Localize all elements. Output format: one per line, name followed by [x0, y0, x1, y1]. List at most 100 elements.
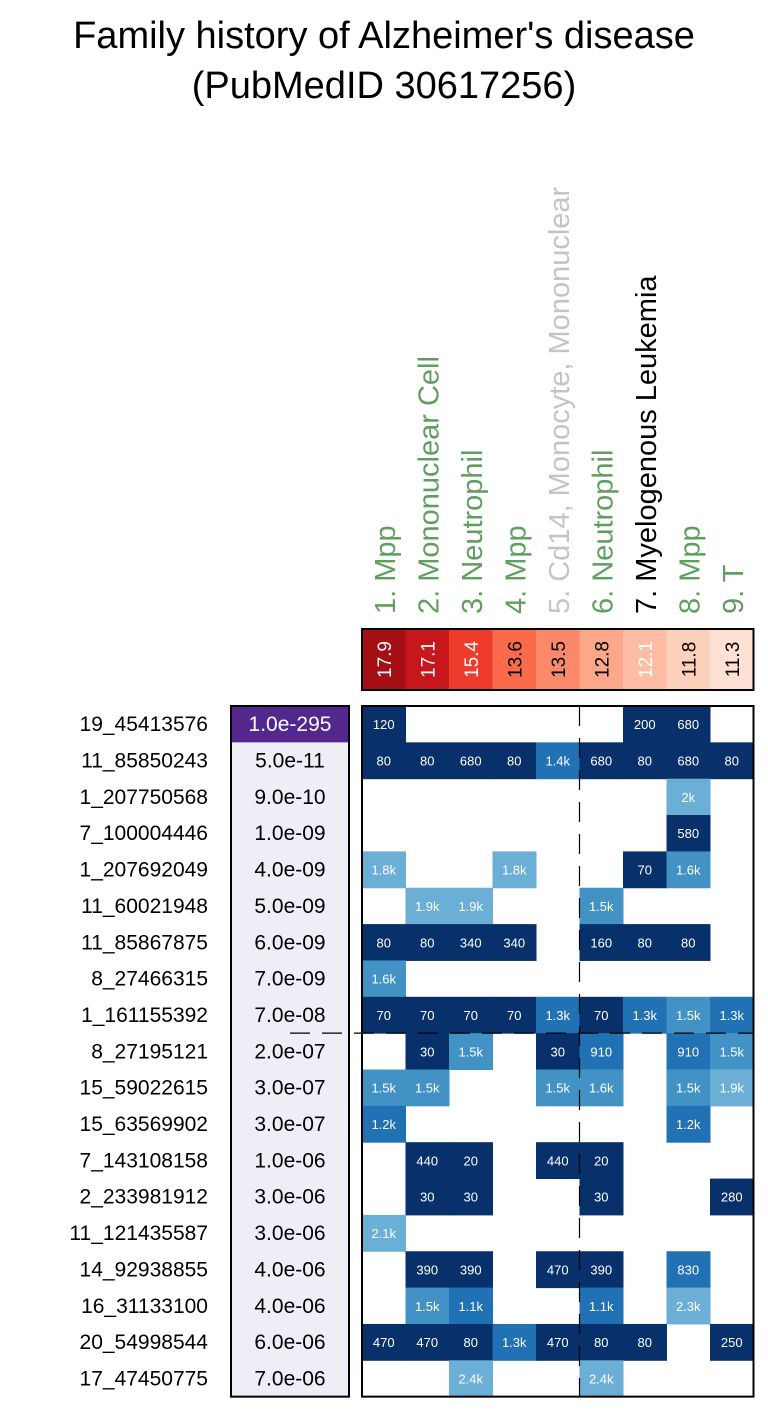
heatmap-cell: [405, 1287, 450, 1325]
cell-value: 1.9k: [719, 1081, 744, 1096]
pvalue-label: 5.0e-11: [255, 750, 325, 773]
heatmap-cell: [710, 1069, 754, 1107]
pvalue-label: 5.0e-09: [254, 895, 325, 918]
column-label: 1. Mpp: [370, 525, 402, 614]
heatmap-cell: [579, 1251, 624, 1289]
cell-value: 30: [464, 1190, 478, 1205]
column-label: 9. T: [718, 564, 750, 614]
pvalue-label: 3.0e-07: [254, 1113, 325, 1136]
column-label: 3. Neutrophil: [457, 450, 489, 614]
score-value: 15.4: [462, 641, 483, 678]
cell-value: 1.5k: [371, 1081, 396, 1096]
row-label: 8_27195121: [91, 1040, 208, 1063]
pvalue-background: [231, 706, 349, 1397]
cell-value: 20: [464, 1153, 478, 1168]
heatmap-cell: [579, 1033, 624, 1070]
cell-value: 280: [721, 1190, 743, 1205]
pvalue-label: 7.0e-09: [254, 968, 325, 991]
row-label: 11_121435587: [69, 1222, 208, 1245]
chart-title: Family history of Alzheimer's disease: [73, 15, 695, 57]
heatmap-cell: [362, 996, 406, 1034]
score-row: 17.9 17.1 15.4 13.6 13.5 12.8 12.1 11.8 11.3: [361, 628, 755, 691]
cell-value: 80: [638, 1335, 652, 1350]
heatmap-cell: [666, 778, 711, 816]
heatmap-cell: [579, 1287, 624, 1325]
heatmap-cell: [623, 851, 667, 889]
heatmap-cell: [579, 1360, 624, 1398]
column-labels: 1. Mpp 2. Mononuclear Cell 3. Neutrophil 4.…: [370, 186, 750, 614]
pvalue-panel: 1.0e-295 5.0e-11 9.0e-10 1.0e-09 4.0e-09 5.0e…: [230, 705, 350, 1398]
pvalue-label: 4.0e-06: [254, 1295, 325, 1318]
cell-value: 30: [551, 1044, 565, 1059]
heatmap-cell: [623, 996, 667, 1034]
score-cell: [405, 629, 449, 690]
heatmap-cell: [666, 996, 711, 1034]
heatmap-border: [361, 705, 755, 1398]
row-label: 16_31133100: [81, 1295, 208, 1318]
row-label: 15_59022615: [80, 1077, 208, 1100]
cell-value: 1.3k: [502, 1335, 527, 1350]
cell-value: 680: [590, 754, 612, 769]
heatmap-cell: [623, 706, 667, 743]
heatmap-cell: [536, 742, 580, 780]
heatmap-cell: [449, 1287, 493, 1325]
cell-value: 80: [725, 754, 739, 769]
heatmap-cell: [666, 1251, 711, 1289]
heatmap-cell: [449, 1178, 493, 1216]
cell-value: 250: [721, 1335, 743, 1350]
pvalue-label: 2.0e-07: [254, 1040, 325, 1063]
heatmap-cell: [405, 924, 450, 961]
column-label: 6. Neutrophil: [587, 450, 619, 614]
cell-value: 910: [590, 1044, 612, 1059]
cell-value: 80: [377, 935, 391, 950]
score-cell: [710, 629, 754, 690]
heatmap-cell: [623, 742, 667, 780]
cell-value: 80: [420, 935, 434, 950]
heatmap-cell: [362, 1069, 406, 1107]
score-cell: [362, 629, 406, 690]
cell-value: 30: [594, 1190, 608, 1205]
heatmap-cell: [579, 887, 624, 925]
heatmap-cell: [666, 815, 711, 852]
score-value: 13.6: [505, 641, 526, 678]
row-label: 19_45413576: [80, 713, 208, 736]
row-label: 20_54998544: [80, 1331, 209, 1354]
score-value: 11.3: [723, 642, 744, 678]
cell-value: 1.8k: [371, 863, 396, 878]
heatmap-cell: [536, 1142, 580, 1180]
cell-value: 680: [677, 717, 699, 732]
cell-value: 80: [507, 754, 521, 769]
heatmap-cell: [666, 1105, 711, 1143]
heatmap-cell: [449, 996, 493, 1034]
heatmap-cell: [449, 1360, 493, 1398]
cell-value: 390: [416, 1262, 438, 1277]
pvalue-label: 3.0e-06: [254, 1222, 325, 1245]
pvalue-border: [230, 705, 350, 1398]
heatmap-cell: [666, 742, 711, 780]
pvalue-label: 7.0e-06: [254, 1367, 325, 1390]
heatmap-cell: [405, 1178, 450, 1216]
heatmap-cell: [536, 1033, 580, 1070]
heatmap-cell: [666, 851, 711, 889]
heatmap-cell: [492, 1323, 537, 1361]
cell-value: 70: [638, 863, 652, 878]
heatmap-cell: [536, 1069, 580, 1107]
row-label: 7_143108158: [80, 1149, 208, 1172]
heatmap-cell: [492, 742, 537, 780]
heatmap-grid: 120 200 680 80 80 680 80 1.4k 680 80 680 80 2k 580 1.8…: [290, 705, 755, 1398]
heatmap-cell: [666, 924, 711, 961]
heatmap-cell: [449, 1142, 493, 1180]
cell-value: 1.8k: [502, 863, 527, 878]
heatmap-cell: [579, 1178, 624, 1216]
cell-value: 1.5k: [719, 1044, 744, 1059]
cell-value: 80: [638, 935, 652, 950]
score-value: 13.5: [549, 641, 570, 678]
heatmap-cell: [362, 851, 406, 889]
score-cell: [623, 629, 667, 690]
score-row-border: [361, 628, 755, 691]
cell-value: 470: [547, 1262, 569, 1277]
heatmap-cell: [362, 706, 406, 743]
pvalue-highlight: [231, 706, 349, 743]
row-label: 11_60021948: [81, 895, 208, 918]
